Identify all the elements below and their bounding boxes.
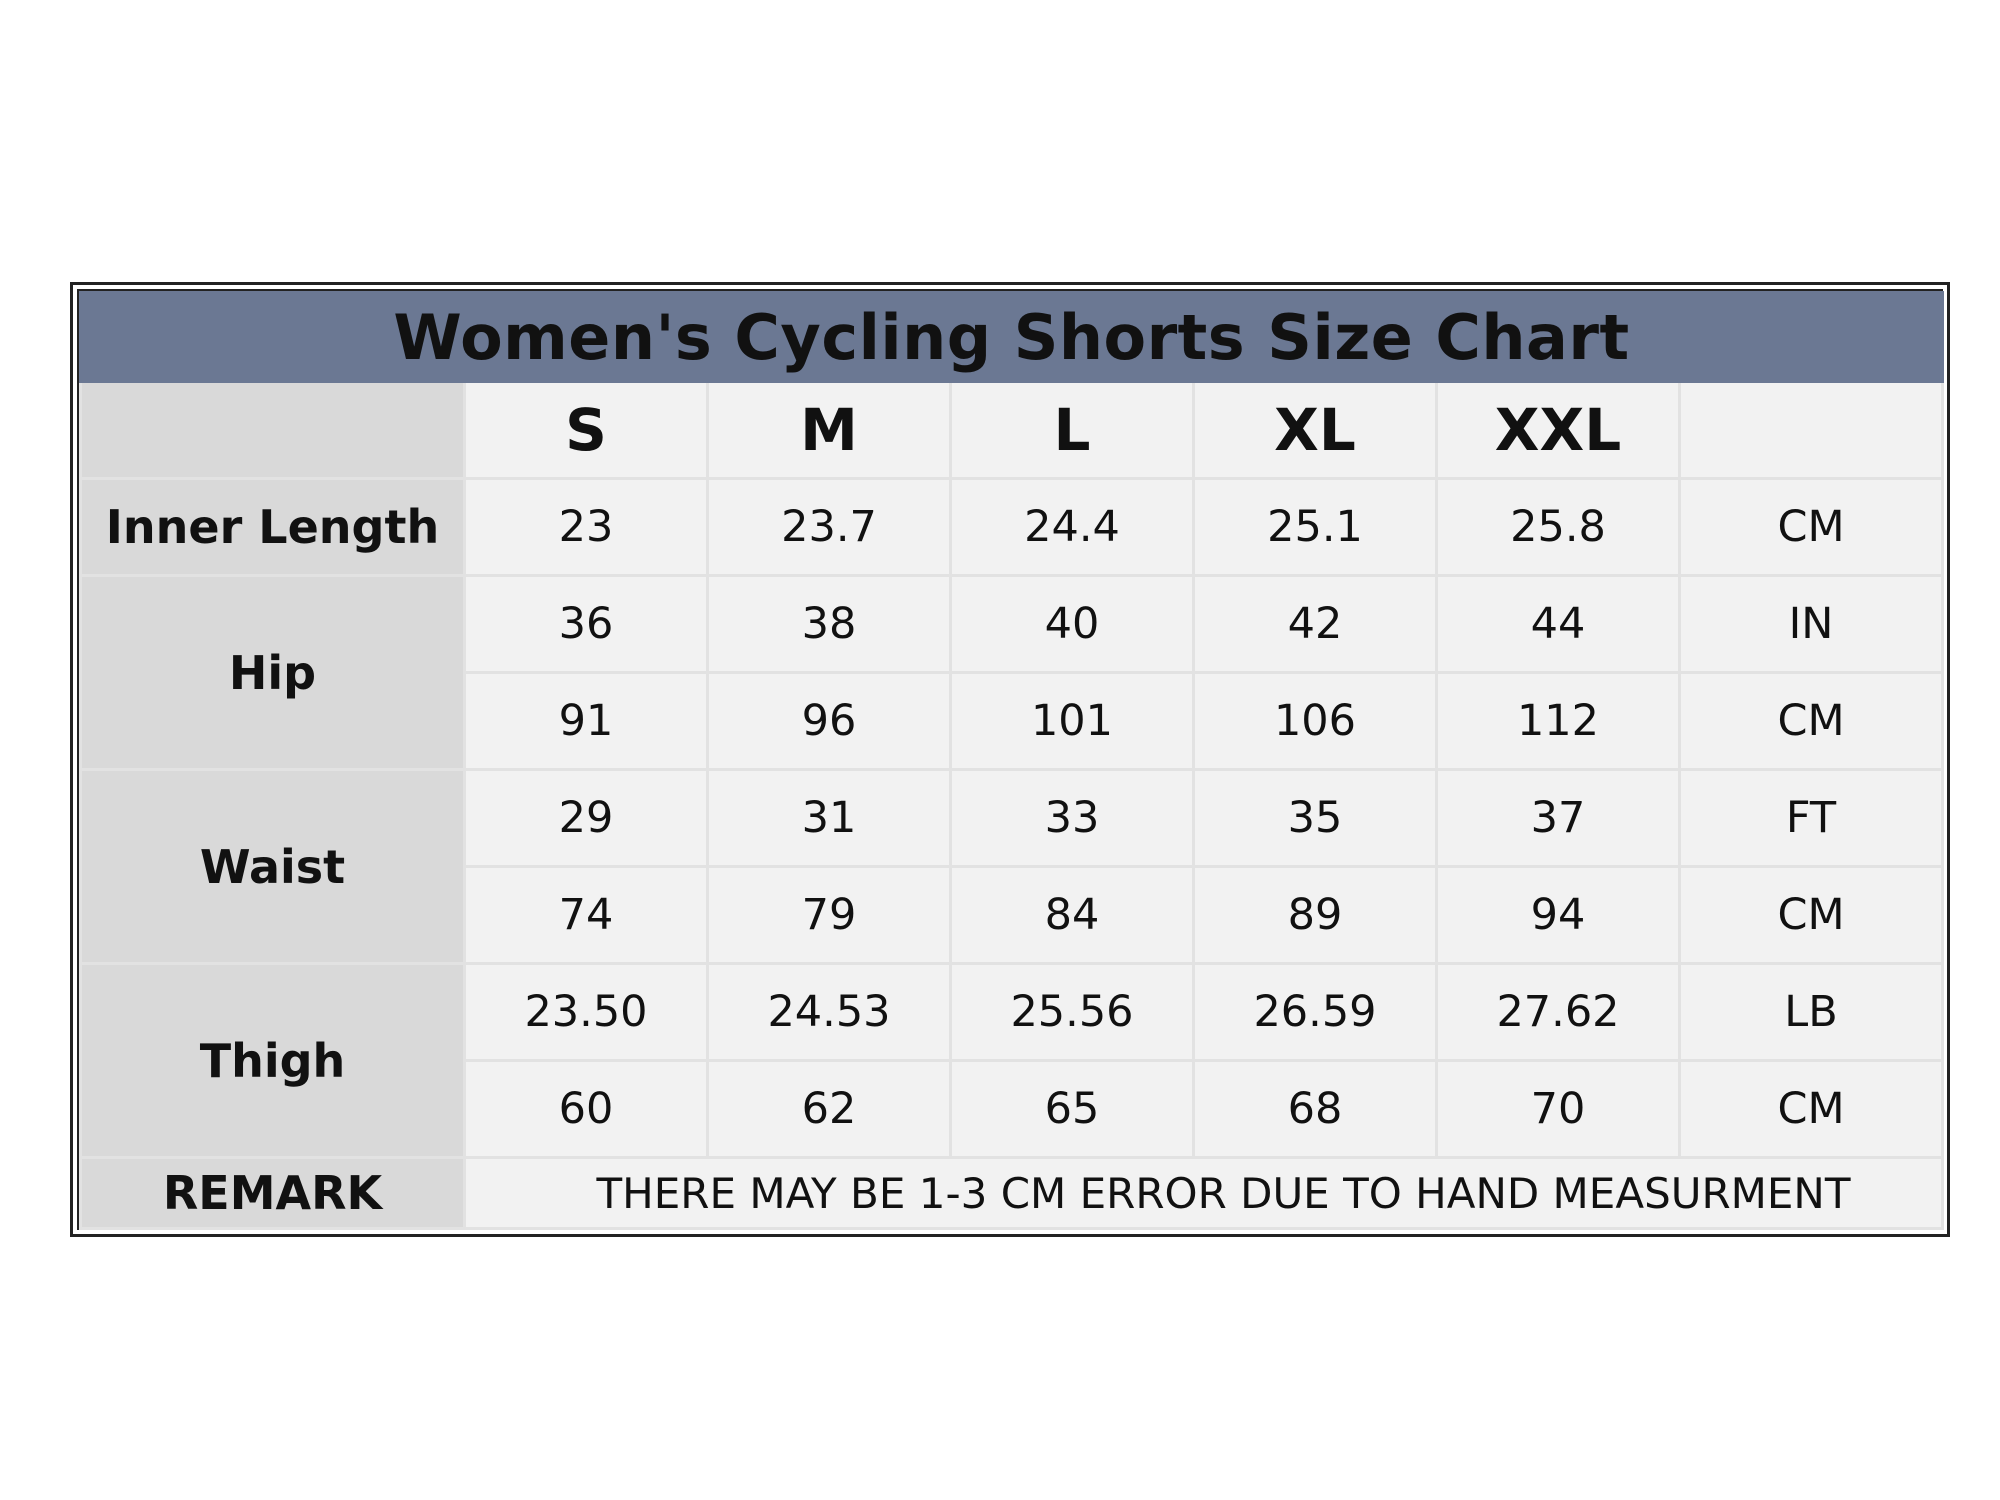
unit-cell: LB [1678, 962, 1944, 1062]
value-cell: 33 [949, 768, 1195, 868]
value-cell: 84 [949, 865, 1195, 965]
value-cell: 36 [463, 574, 709, 674]
value-cell: 24.4 [949, 477, 1195, 577]
value-cell: 62 [706, 1059, 952, 1159]
value-cell: 26.59 [1192, 962, 1438, 1062]
unit-cell: CM [1678, 1059, 1944, 1159]
value-cell: 25.8 [1435, 477, 1681, 577]
unit-cell: CM [1678, 671, 1944, 771]
value-cell: 65 [949, 1059, 1195, 1159]
title-row: Women's Cycling Shorts Size Chart [79, 291, 1944, 383]
size-chart-inner: Women's Cycling Shorts Size Chart S M L … [77, 289, 1944, 1230]
size-header-row: S M L XL XXL [79, 380, 1944, 480]
value-cell: 91 [463, 671, 709, 771]
value-cell: 25.56 [949, 962, 1195, 1062]
unit-cell: IN [1678, 574, 1944, 674]
row-label-waist: Waist [79, 768, 466, 965]
row-label-hip: Hip [79, 574, 466, 771]
row-label-thigh: Thigh [79, 962, 466, 1159]
value-cell: 25.1 [1192, 477, 1438, 577]
table-row-hip-in: Hip 36 38 40 42 44 IN [79, 574, 1944, 771]
value-cell: 74 [463, 865, 709, 965]
unit-cell: CM [1678, 865, 1944, 965]
value-cell: 89 [1192, 865, 1438, 965]
size-chart-table: Women's Cycling Shorts Size Chart S M L … [79, 291, 1944, 1230]
size-header-xxl: XXL [1435, 380, 1681, 480]
value-cell: 24.53 [706, 962, 952, 1062]
size-header-xl: XL [1192, 380, 1438, 480]
table-row-inner-length: Inner Length 23 23.7 24.4 25.1 25.8 CM [79, 477, 1944, 577]
value-cell: 94 [1435, 865, 1681, 965]
table-row-waist-ft: Waist 29 31 33 35 37 FT [79, 768, 1944, 965]
value-cell: 68 [1192, 1059, 1438, 1159]
size-header-l: L [949, 380, 1195, 480]
value-cell: 23.50 [463, 962, 709, 1062]
table-row-thigh-lb: Thigh 23.50 24.53 25.56 26.59 27.62 LB [79, 962, 1944, 1159]
header-corner-cell [79, 380, 466, 480]
remark-label: REMARK [79, 1156, 466, 1230]
size-chart-frame: Women's Cycling Shorts Size Chart S M L … [70, 282, 1950, 1237]
value-cell: 44 [1435, 574, 1681, 674]
value-cell: 40 [949, 574, 1195, 674]
chart-title: Women's Cycling Shorts Size Chart [79, 291, 1944, 383]
value-cell: 101 [949, 671, 1195, 771]
table-row-hip-cm: 91 96 101 106 112 CM [81, 671, 1944, 771]
value-cell: 29 [463, 768, 709, 868]
unit-cell: CM [1678, 477, 1944, 577]
value-cell: 27.62 [1435, 962, 1681, 1062]
value-cell: 23 [463, 477, 709, 577]
value-cell: 79 [706, 865, 952, 965]
value-cell: 112 [1435, 671, 1681, 771]
table-row-thigh-cm: 60 62 65 68 70 CM [81, 1059, 1944, 1159]
remark-text: THERE MAY BE 1-3 CM ERROR DUE TO HAND ME… [463, 1156, 1944, 1230]
unit-cell: FT [1678, 768, 1944, 868]
value-cell: 42 [1192, 574, 1438, 674]
value-cell: 23.7 [706, 477, 952, 577]
unit-header-cell [1678, 380, 1944, 480]
value-cell: 35 [1192, 768, 1438, 868]
value-cell: 31 [706, 768, 952, 868]
table-row-remark: REMARK THERE MAY BE 1-3 CM ERROR DUE TO … [79, 1156, 1944, 1230]
row-label-inner-length: Inner Length [79, 477, 466, 577]
table-row-waist-cm: 74 79 84 89 94 CM [81, 865, 1944, 965]
value-cell: 96 [706, 671, 952, 771]
value-cell: 60 [463, 1059, 709, 1159]
value-cell: 38 [706, 574, 952, 674]
size-header-m: M [706, 380, 952, 480]
value-cell: 70 [1435, 1059, 1681, 1159]
size-header-s: S [463, 380, 709, 480]
value-cell: 106 [1192, 671, 1438, 771]
value-cell: 37 [1435, 768, 1681, 868]
